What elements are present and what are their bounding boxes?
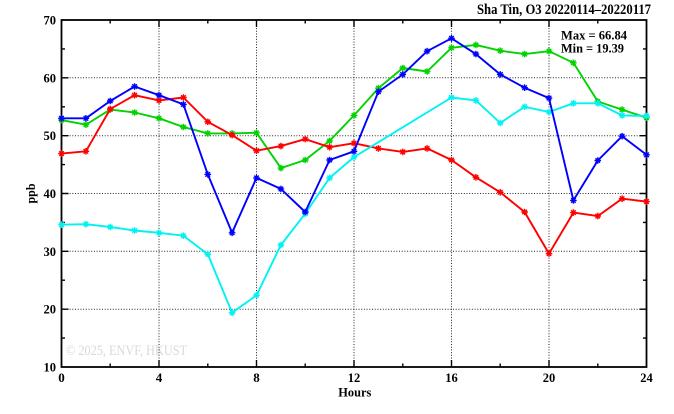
svg-text:20: 20 (44, 302, 57, 317)
svg-text:12: 12 (348, 370, 361, 385)
svg-text:10: 10 (44, 360, 57, 375)
svg-text:50: 50 (44, 128, 57, 143)
svg-text:60: 60 (44, 70, 57, 85)
svg-text:4: 4 (156, 370, 163, 385)
svg-text:16: 16 (445, 370, 458, 385)
svg-text:© 2025, ENVF, HKUST: © 2025, ENVF, HKUST (66, 343, 187, 359)
svg-text:Min = 19.39: Min = 19.39 (561, 41, 624, 56)
svg-text:0: 0 (58, 370, 65, 385)
svg-text:8: 8 (253, 370, 260, 385)
svg-text:Sha Tin, O3 20220114–20220117: Sha Tin, O3 20220114–20220117 (477, 2, 651, 18)
svg-text:40: 40 (44, 186, 57, 201)
svg-text:20: 20 (543, 370, 556, 385)
svg-text:Hours: Hours (338, 385, 371, 400)
svg-text:ppb: ppb (23, 184, 38, 204)
svg-text:24: 24 (640, 370, 653, 385)
svg-text:Max = 66.84: Max = 66.84 (561, 28, 627, 43)
svg-text:70: 70 (44, 13, 57, 28)
svg-text:30: 30 (44, 244, 57, 259)
